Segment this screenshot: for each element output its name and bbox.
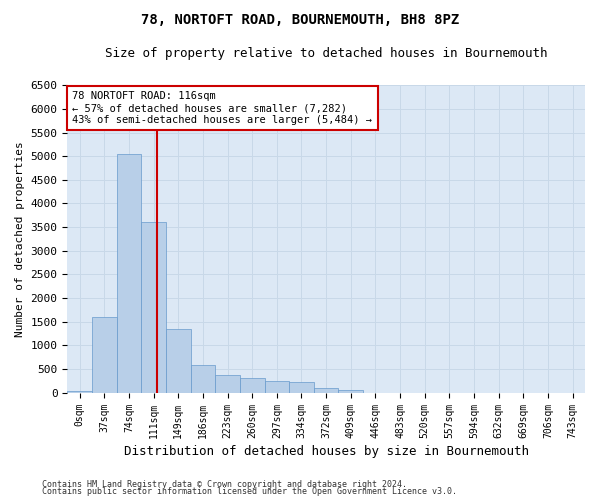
Bar [141, 222, 166, 392]
Title: Size of property relative to detached houses in Bournemouth: Size of property relative to detached ho… [105, 48, 547, 60]
Bar [240, 378, 265, 392]
X-axis label: Distribution of detached houses by size in Bournemouth: Distribution of detached houses by size … [124, 444, 529, 458]
Bar [289, 382, 314, 392]
Bar [215, 375, 240, 392]
Bar [338, 390, 363, 392]
Text: 78 NORTOFT ROAD: 116sqm
← 57% of detached houses are smaller (7,282)
43% of semi: 78 NORTOFT ROAD: 116sqm ← 57% of detache… [73, 92, 373, 124]
Bar [92, 317, 116, 392]
Text: Contains HM Land Registry data © Crown copyright and database right 2024.: Contains HM Land Registry data © Crown c… [42, 480, 407, 489]
Bar [116, 154, 141, 392]
Text: 78, NORTOFT ROAD, BOURNEMOUTH, BH8 8PZ: 78, NORTOFT ROAD, BOURNEMOUTH, BH8 8PZ [141, 12, 459, 26]
Text: Contains public sector information licensed under the Open Government Licence v3: Contains public sector information licen… [42, 487, 457, 496]
Bar [67, 391, 92, 392]
Y-axis label: Number of detached properties: Number of detached properties [15, 141, 25, 337]
Bar [265, 381, 289, 392]
Bar [191, 365, 215, 392]
Bar [166, 329, 191, 392]
Bar [314, 388, 338, 392]
